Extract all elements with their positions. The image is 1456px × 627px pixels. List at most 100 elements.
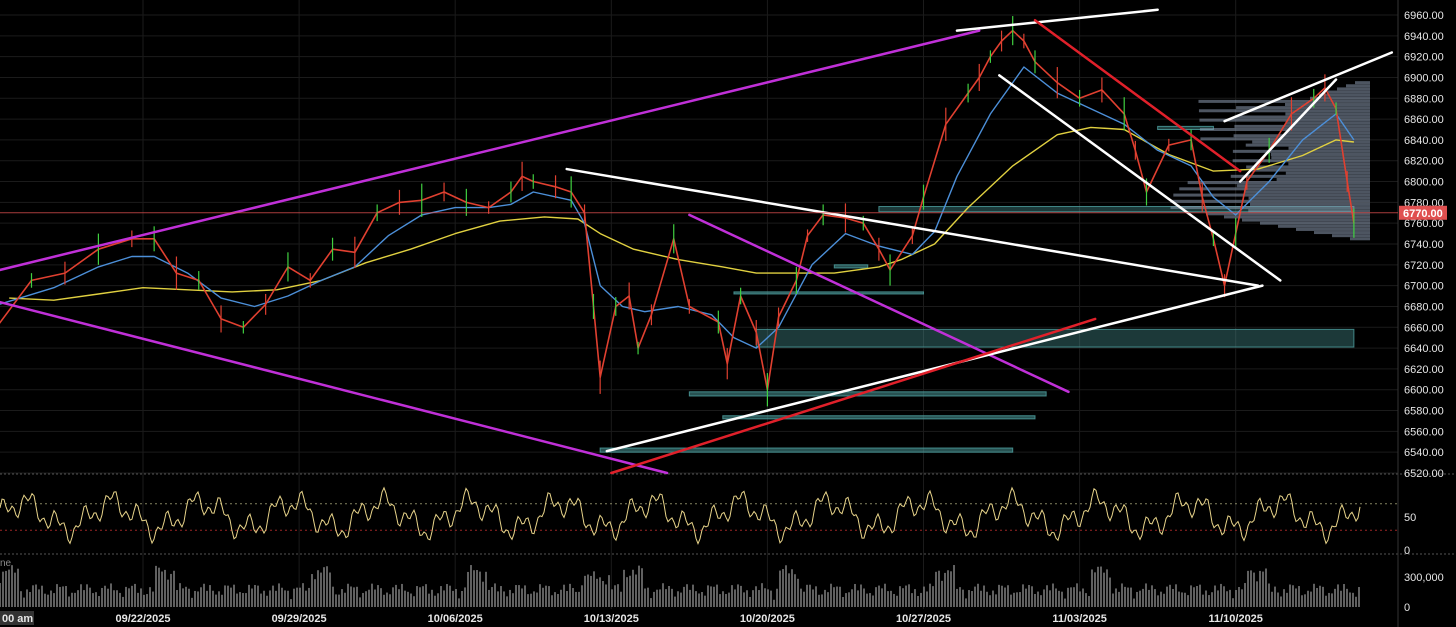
profile-bar [1251, 168, 1370, 172]
price-tick-label: 6640.00 [1404, 343, 1444, 355]
support-zone [599, 447, 1014, 453]
profile-bar [1248, 196, 1370, 200]
profile-bar [1288, 162, 1370, 166]
price-tick-label: 6520.00 [1404, 468, 1444, 480]
trendline-red [1033, 18, 1242, 173]
trendline-white [565, 167, 1260, 287]
price-tick-label: 6600.00 [1404, 385, 1444, 397]
profile-bar [1285, 121, 1370, 125]
price-tick-label: 6720.00 [1404, 260, 1444, 272]
oscillator-pane [0, 486, 1398, 545]
profile-bar [1249, 202, 1370, 206]
series-moving-average-yellow [9, 126, 1354, 301]
profile-bar [1285, 103, 1370, 107]
volume-tick-label: 300,000 [1404, 572, 1444, 584]
trendline-magenta [688, 213, 1070, 394]
profile-bar [1252, 140, 1370, 144]
date-tick-label: 11/03/2025 [1052, 613, 1106, 625]
price-tick-label: 6660.00 [1404, 322, 1444, 334]
trendline-red [610, 317, 1097, 475]
profile-bar [1248, 209, 1370, 213]
profile-bar [1232, 159, 1370, 163]
trendline-white [998, 74, 1282, 282]
profile-bar [1260, 221, 1370, 225]
profile-bar [1310, 96, 1370, 100]
profile-bar [1346, 84, 1370, 88]
date-tick-label: 09/29/2025 [272, 613, 327, 625]
profile-bar [1242, 218, 1370, 222]
series-price [0, 29, 1355, 391]
price-tick-label: 6620.00 [1404, 364, 1444, 376]
profile-bar [1270, 152, 1370, 156]
profile-bar [1244, 190, 1370, 194]
volume-tick-label: 0 [1404, 602, 1410, 614]
profile-bar [1230, 174, 1370, 178]
price-tick-label: 6920.00 [1404, 52, 1444, 64]
price-tick-label: 6760.00 [1404, 218, 1444, 230]
price-tick-label: 6580.00 [1404, 406, 1444, 418]
profile-bar [1285, 112, 1370, 116]
price-tick-label: 6840.00 [1404, 135, 1444, 147]
axes: 6960.00 6940.00 6920.00 6900.00 6880.00 6860.… [0, 10, 1447, 625]
profile-bar [1173, 193, 1370, 197]
date-tick-label: 09/22/2025 [115, 613, 170, 625]
price-tick-label: 6560.00 [1404, 426, 1444, 438]
profile-bar [1200, 137, 1370, 141]
profile-bar [1296, 227, 1370, 231]
date-tick-label: 10/20/2025 [740, 613, 795, 625]
profile-bar [1170, 206, 1370, 210]
trendline-white [1223, 51, 1394, 123]
profile-bar [1198, 109, 1370, 113]
profile-bar [1278, 224, 1370, 228]
profile-bar [1245, 143, 1370, 147]
profile-bar [1236, 106, 1370, 110]
profile-bar [1337, 87, 1370, 91]
first-time-tag [0, 611, 34, 625]
profile-bar [1224, 215, 1370, 219]
trendline-white [605, 284, 1264, 453]
profile-bar [1328, 90, 1370, 94]
profile-bar [1236, 184, 1370, 188]
profile-bar [1234, 124, 1370, 128]
trendline-magenta [0, 29, 981, 272]
support-zone [733, 291, 925, 295]
price-series [0, 16, 1355, 407]
price-tick-label: 6900.00 [1404, 72, 1444, 84]
support-zone [833, 264, 869, 269]
last-price-tag [1399, 205, 1447, 220]
profile-bar [1271, 156, 1370, 160]
profile-bar [1199, 118, 1370, 122]
date-tick-label: 10/06/2025 [428, 613, 483, 625]
profile-bar [1170, 199, 1370, 203]
osc-tick-label: 50 [1404, 512, 1416, 524]
volume-profile [1170, 81, 1370, 241]
price-tick-label: 6540.00 [1404, 447, 1444, 459]
price-tick-label: 6700.00 [1404, 281, 1444, 293]
profile-bar [1314, 231, 1370, 235]
profile-bar [1187, 181, 1370, 185]
profile-bar [1332, 234, 1370, 238]
profile-bar [1276, 177, 1370, 181]
price-tick-label: 6800.00 [1404, 177, 1444, 189]
volume-pane [0, 565, 1360, 607]
profile-bar [1199, 128, 1370, 131]
price-tick-label: 6740.00 [1404, 239, 1444, 251]
price-tick-label: 6680.00 [1404, 301, 1444, 313]
trendlines [0, 8, 1398, 475]
profile-bar [1286, 131, 1370, 135]
price-tick-label: 6960.00 [1404, 10, 1444, 22]
profile-bar [1198, 99, 1370, 103]
volume-pane-label: ne [0, 558, 12, 569]
trendline-white [955, 8, 1159, 32]
profile-bar [1235, 115, 1370, 119]
profile-bar [1232, 149, 1370, 153]
date-tick-label: 11/10/2025 [1208, 613, 1262, 625]
profile-bar [1233, 134, 1370, 138]
date-tick-label: 10/27/2025 [896, 613, 951, 625]
price-tick-label: 6820.00 [1404, 156, 1444, 168]
profile-bar [1288, 146, 1370, 150]
oscillator-line [0, 486, 1361, 545]
profile-bar [1206, 212, 1370, 216]
profile-bar [1319, 93, 1370, 97]
